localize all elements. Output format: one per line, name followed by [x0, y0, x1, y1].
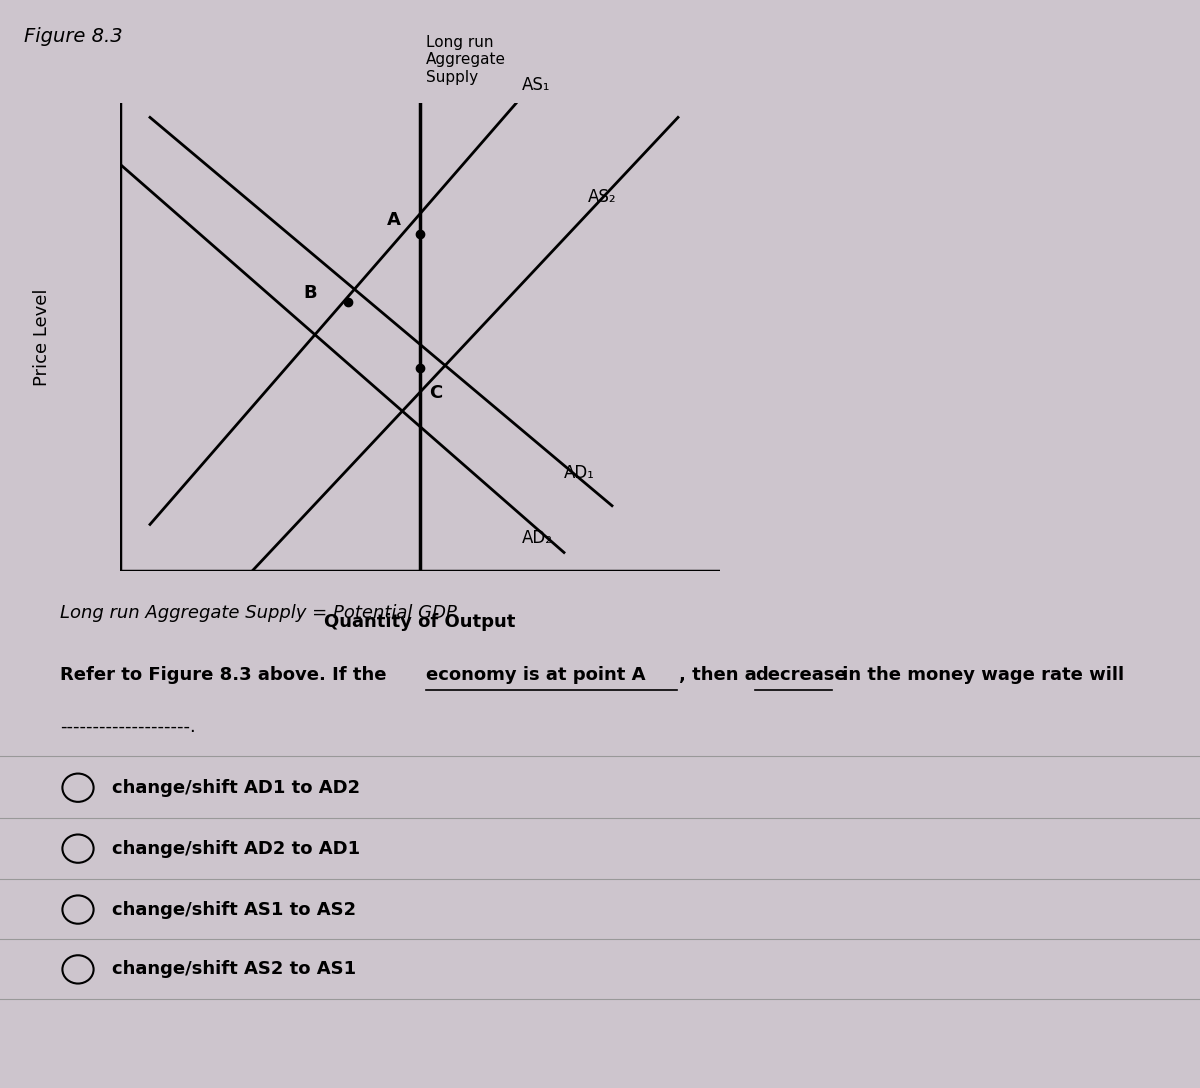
Text: change/shift AD2 to AD1: change/shift AD2 to AD1 [112, 840, 360, 857]
Text: , then a: , then a [679, 666, 763, 684]
Text: AS₂: AS₂ [588, 188, 617, 206]
Text: change/shift AS2 to AS1: change/shift AS2 to AS1 [112, 961, 355, 978]
Text: change/shift AS1 to AS2: change/shift AS1 to AS2 [112, 901, 355, 918]
Text: Price Level: Price Level [34, 288, 50, 386]
Text: change/shift AD1 to AD2: change/shift AD1 to AD2 [112, 779, 360, 796]
Text: C: C [430, 384, 443, 403]
Text: Refer to Figure 8.3 above. If the: Refer to Figure 8.3 above. If the [60, 666, 392, 684]
Text: AD₂: AD₂ [522, 530, 553, 547]
Text: in the money wage rate will: in the money wage rate will [836, 666, 1124, 684]
Text: Quantity of Output: Quantity of Output [324, 614, 516, 631]
Text: Long run
Aggregate
Supply: Long run Aggregate Supply [426, 35, 506, 85]
Text: B: B [302, 284, 317, 301]
Text: --------------------.: --------------------. [60, 718, 196, 737]
Text: Long run Aggregate Supply = Potential GDP: Long run Aggregate Supply = Potential GD… [60, 604, 457, 622]
Text: AS₁: AS₁ [522, 76, 551, 94]
Text: Figure 8.3: Figure 8.3 [24, 27, 122, 46]
Text: economy is at point A: economy is at point A [426, 666, 646, 684]
Text: A: A [386, 211, 401, 228]
Text: AD₁: AD₁ [564, 463, 595, 482]
Text: decrease: decrease [755, 666, 846, 684]
